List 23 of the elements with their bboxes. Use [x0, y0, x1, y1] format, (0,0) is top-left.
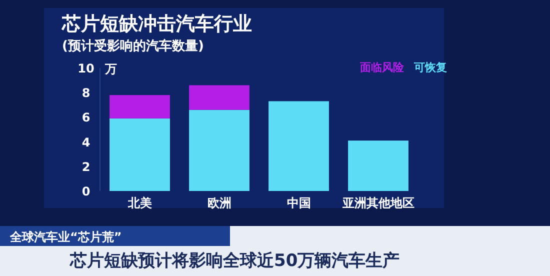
- x-tick-label: 中国: [286, 196, 311, 210]
- y-tick-label: 4: [82, 135, 90, 150]
- bar: [110, 95, 170, 118]
- y-tick-label: 0: [82, 184, 90, 198]
- bar: [268, 101, 329, 191]
- x-tick-label: 亚洲其他地区: [341, 196, 414, 210]
- text: 面临风险: [359, 61, 405, 74]
- text: 可恢复: [413, 61, 447, 74]
- chart-subtitle: (预计受影响的汽车数量): [62, 38, 204, 54]
- y-tick-label: 10: [78, 62, 94, 76]
- bar: [110, 118, 170, 191]
- text: 芯片短缺预计将影响全球近50万辆汽车生产: [69, 251, 400, 271]
- y-tick-label: 6: [82, 110, 90, 125]
- text: 全球汽车业“芯片荒”: [9, 230, 122, 244]
- y-tick-label: 8: [82, 86, 90, 100]
- bar: [348, 140, 408, 191]
- bar: [189, 85, 250, 110]
- y-axis-title: 万: [104, 62, 117, 76]
- bar: [189, 110, 250, 191]
- chart-title: 芯片短缺冲击汽车行业: [61, 13, 252, 35]
- x-tick-label: 北美: [126, 196, 152, 210]
- y-tick-label: 2: [82, 160, 90, 174]
- x-tick-label: 欧洲: [207, 196, 232, 210]
